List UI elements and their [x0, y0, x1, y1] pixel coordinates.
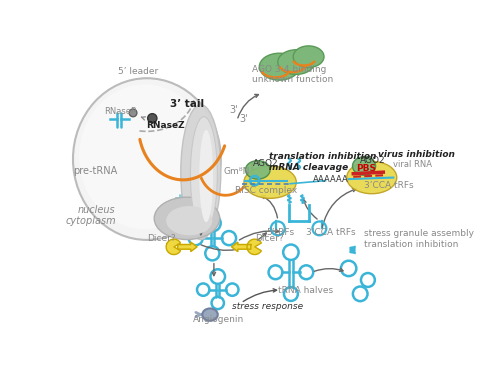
Text: 3’CCA tRFs: 3’CCA tRFs: [306, 228, 356, 237]
Text: cytoplasm: cytoplasm: [66, 216, 116, 226]
Polygon shape: [178, 242, 197, 252]
Ellipse shape: [73, 78, 221, 240]
Text: AGO2: AGO2: [360, 156, 386, 165]
Text: RNaseP: RNaseP: [104, 108, 136, 117]
Wedge shape: [166, 239, 180, 255]
Ellipse shape: [166, 206, 212, 235]
Ellipse shape: [246, 161, 270, 179]
Text: AGO2: AGO2: [253, 159, 279, 168]
Ellipse shape: [200, 130, 213, 222]
Circle shape: [148, 114, 157, 123]
Text: viral RNA: viral RNA: [394, 160, 432, 169]
Ellipse shape: [244, 166, 296, 199]
Circle shape: [129, 109, 137, 117]
Text: RNaseZ: RNaseZ: [146, 121, 185, 130]
Polygon shape: [232, 242, 251, 252]
Text: stress granule assembly
translation inhibition: stress granule assembly translation inhi…: [364, 229, 474, 249]
Ellipse shape: [190, 117, 218, 232]
Text: tRNA halves: tRNA halves: [278, 286, 333, 295]
Ellipse shape: [260, 53, 300, 80]
Ellipse shape: [202, 308, 218, 321]
Wedge shape: [247, 239, 262, 255]
Ellipse shape: [154, 197, 220, 240]
Text: Dicer?: Dicer?: [147, 235, 176, 244]
Text: RISC complex: RISC complex: [234, 186, 297, 195]
Text: translation inhibition
mRNA cleavage: translation inhibition mRNA cleavage: [270, 152, 376, 172]
Text: Dicer?: Dicer?: [254, 235, 284, 244]
Text: 3': 3': [240, 114, 248, 124]
Text: AAAAAA: AAAAAA: [313, 175, 349, 184]
Text: 5’ leader: 5’ leader: [118, 67, 158, 76]
Text: AGO 3-4 binding
unknown function: AGO 3-4 binding unknown function: [252, 65, 334, 84]
Text: stress response: stress response: [232, 302, 302, 311]
Ellipse shape: [352, 157, 376, 175]
Ellipse shape: [79, 84, 210, 229]
Text: GmᴽN: GmᴽN: [224, 167, 250, 176]
Text: nucleus: nucleus: [78, 205, 115, 215]
Text: 5’tRFs: 5’tRFs: [266, 228, 294, 237]
Text: PBS: PBS: [356, 164, 376, 173]
Text: 3’ tail: 3’ tail: [170, 99, 204, 109]
Ellipse shape: [293, 46, 324, 67]
Ellipse shape: [346, 161, 397, 194]
Text: 3': 3': [230, 105, 238, 115]
Text: pre-tRNA: pre-tRNA: [73, 167, 117, 176]
Text: virus inhibition: virus inhibition: [378, 150, 455, 159]
Text: 3’CCA tRFs: 3’CCA tRFs: [364, 181, 414, 190]
Ellipse shape: [278, 50, 315, 74]
Text: Angiogenin: Angiogenin: [193, 315, 244, 324]
Ellipse shape: [181, 105, 221, 240]
